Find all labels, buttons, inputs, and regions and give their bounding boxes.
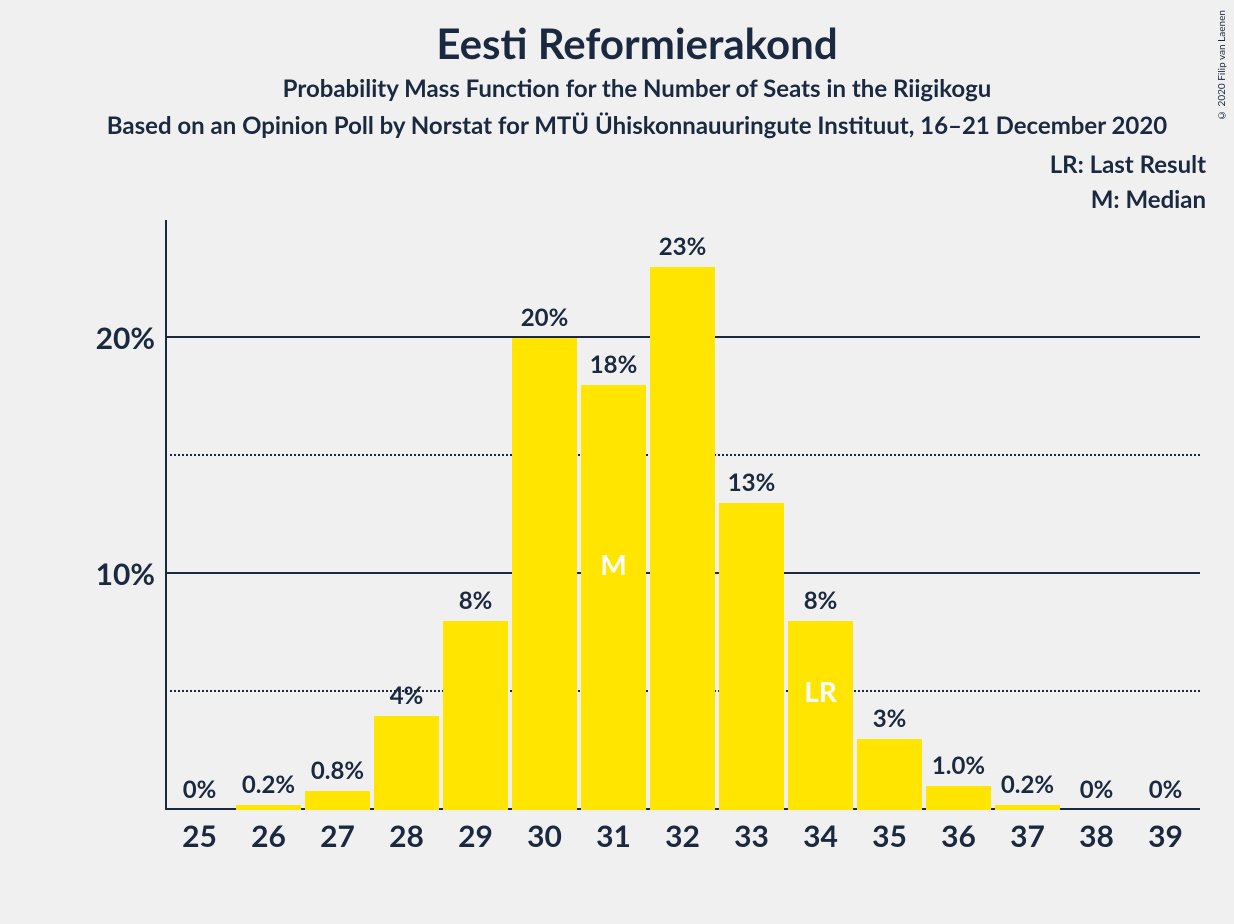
x-tick-label: 38 <box>1079 818 1114 854</box>
bar-value-label: 20% <box>512 303 577 332</box>
bar-value-label: 0.8% <box>305 756 370 785</box>
y-tick-label: 10% <box>45 556 155 592</box>
bar-value-label: 8% <box>443 586 508 615</box>
bar-value-label: 0.2% <box>236 770 301 799</box>
x-tick-label: 33 <box>734 818 769 854</box>
bar-value-label: 18% <box>581 350 646 379</box>
bar: 4% <box>374 716 439 810</box>
x-tick-label: 34 <box>803 818 838 854</box>
bar-value-label: 4% <box>374 681 439 710</box>
bar: 23% <box>650 267 715 810</box>
x-tick-label: 31 <box>596 818 631 854</box>
copyright-text: © 2020 Filip van Laenen <box>1216 10 1228 121</box>
bar: 20% <box>512 338 577 810</box>
last-result-marker: LR <box>788 674 853 708</box>
x-tick-label: 25 <box>182 818 217 854</box>
chart-title: Eesti Reformierakond <box>40 0 1234 68</box>
bar: 1.0% <box>926 786 991 810</box>
legend-m: M: Median <box>1050 185 1206 214</box>
plot-area: 10%20%0%250.2%260.8%274%288%2920%3018%M3… <box>165 220 1200 810</box>
x-tick-label: 27 <box>320 818 355 854</box>
x-tick-label: 37 <box>1010 818 1045 854</box>
y-axis <box>165 220 167 810</box>
bar: 0.8% <box>305 791 370 810</box>
x-tick-label: 30 <box>527 818 562 854</box>
bar-value-label: 0.2% <box>995 770 1060 799</box>
bar: 8%LR <box>788 621 853 810</box>
chart-source-line: Based on an Opinion Poll by Norstat for … <box>40 111 1234 140</box>
bar-value-label: 23% <box>650 232 715 261</box>
bar-value-label: 13% <box>719 468 784 497</box>
bar-value-label: 1.0% <box>926 751 991 780</box>
bar-value-label: 0% <box>167 775 232 804</box>
legend: LR: Last Result M: Median <box>1050 150 1206 220</box>
bar-value-label: 0% <box>1064 775 1129 804</box>
bar: 18%M <box>581 385 646 810</box>
x-tick-label: 39 <box>1148 818 1183 854</box>
bar: 13% <box>719 503 784 810</box>
legend-lr: LR: Last Result <box>1050 150 1206 179</box>
y-tick-label: 20% <box>45 320 155 356</box>
x-tick-label: 35 <box>872 818 907 854</box>
x-tick-label: 28 <box>389 818 424 854</box>
bar-value-label: 8% <box>788 586 853 615</box>
bar: 3% <box>857 739 922 810</box>
x-tick-label: 36 <box>941 818 976 854</box>
bar: 8% <box>443 621 508 810</box>
bar-value-label: 3% <box>857 704 922 733</box>
median-marker: M <box>581 547 646 581</box>
bar: 0.2% <box>995 805 1060 810</box>
x-tick-label: 32 <box>665 818 700 854</box>
chart-subtitle: Probability Mass Function for the Number… <box>40 74 1234 103</box>
bar: 0.2% <box>236 805 301 810</box>
x-tick-label: 29 <box>458 818 493 854</box>
x-tick-label: 26 <box>251 818 286 854</box>
bar-value-label: 0% <box>1133 775 1198 804</box>
